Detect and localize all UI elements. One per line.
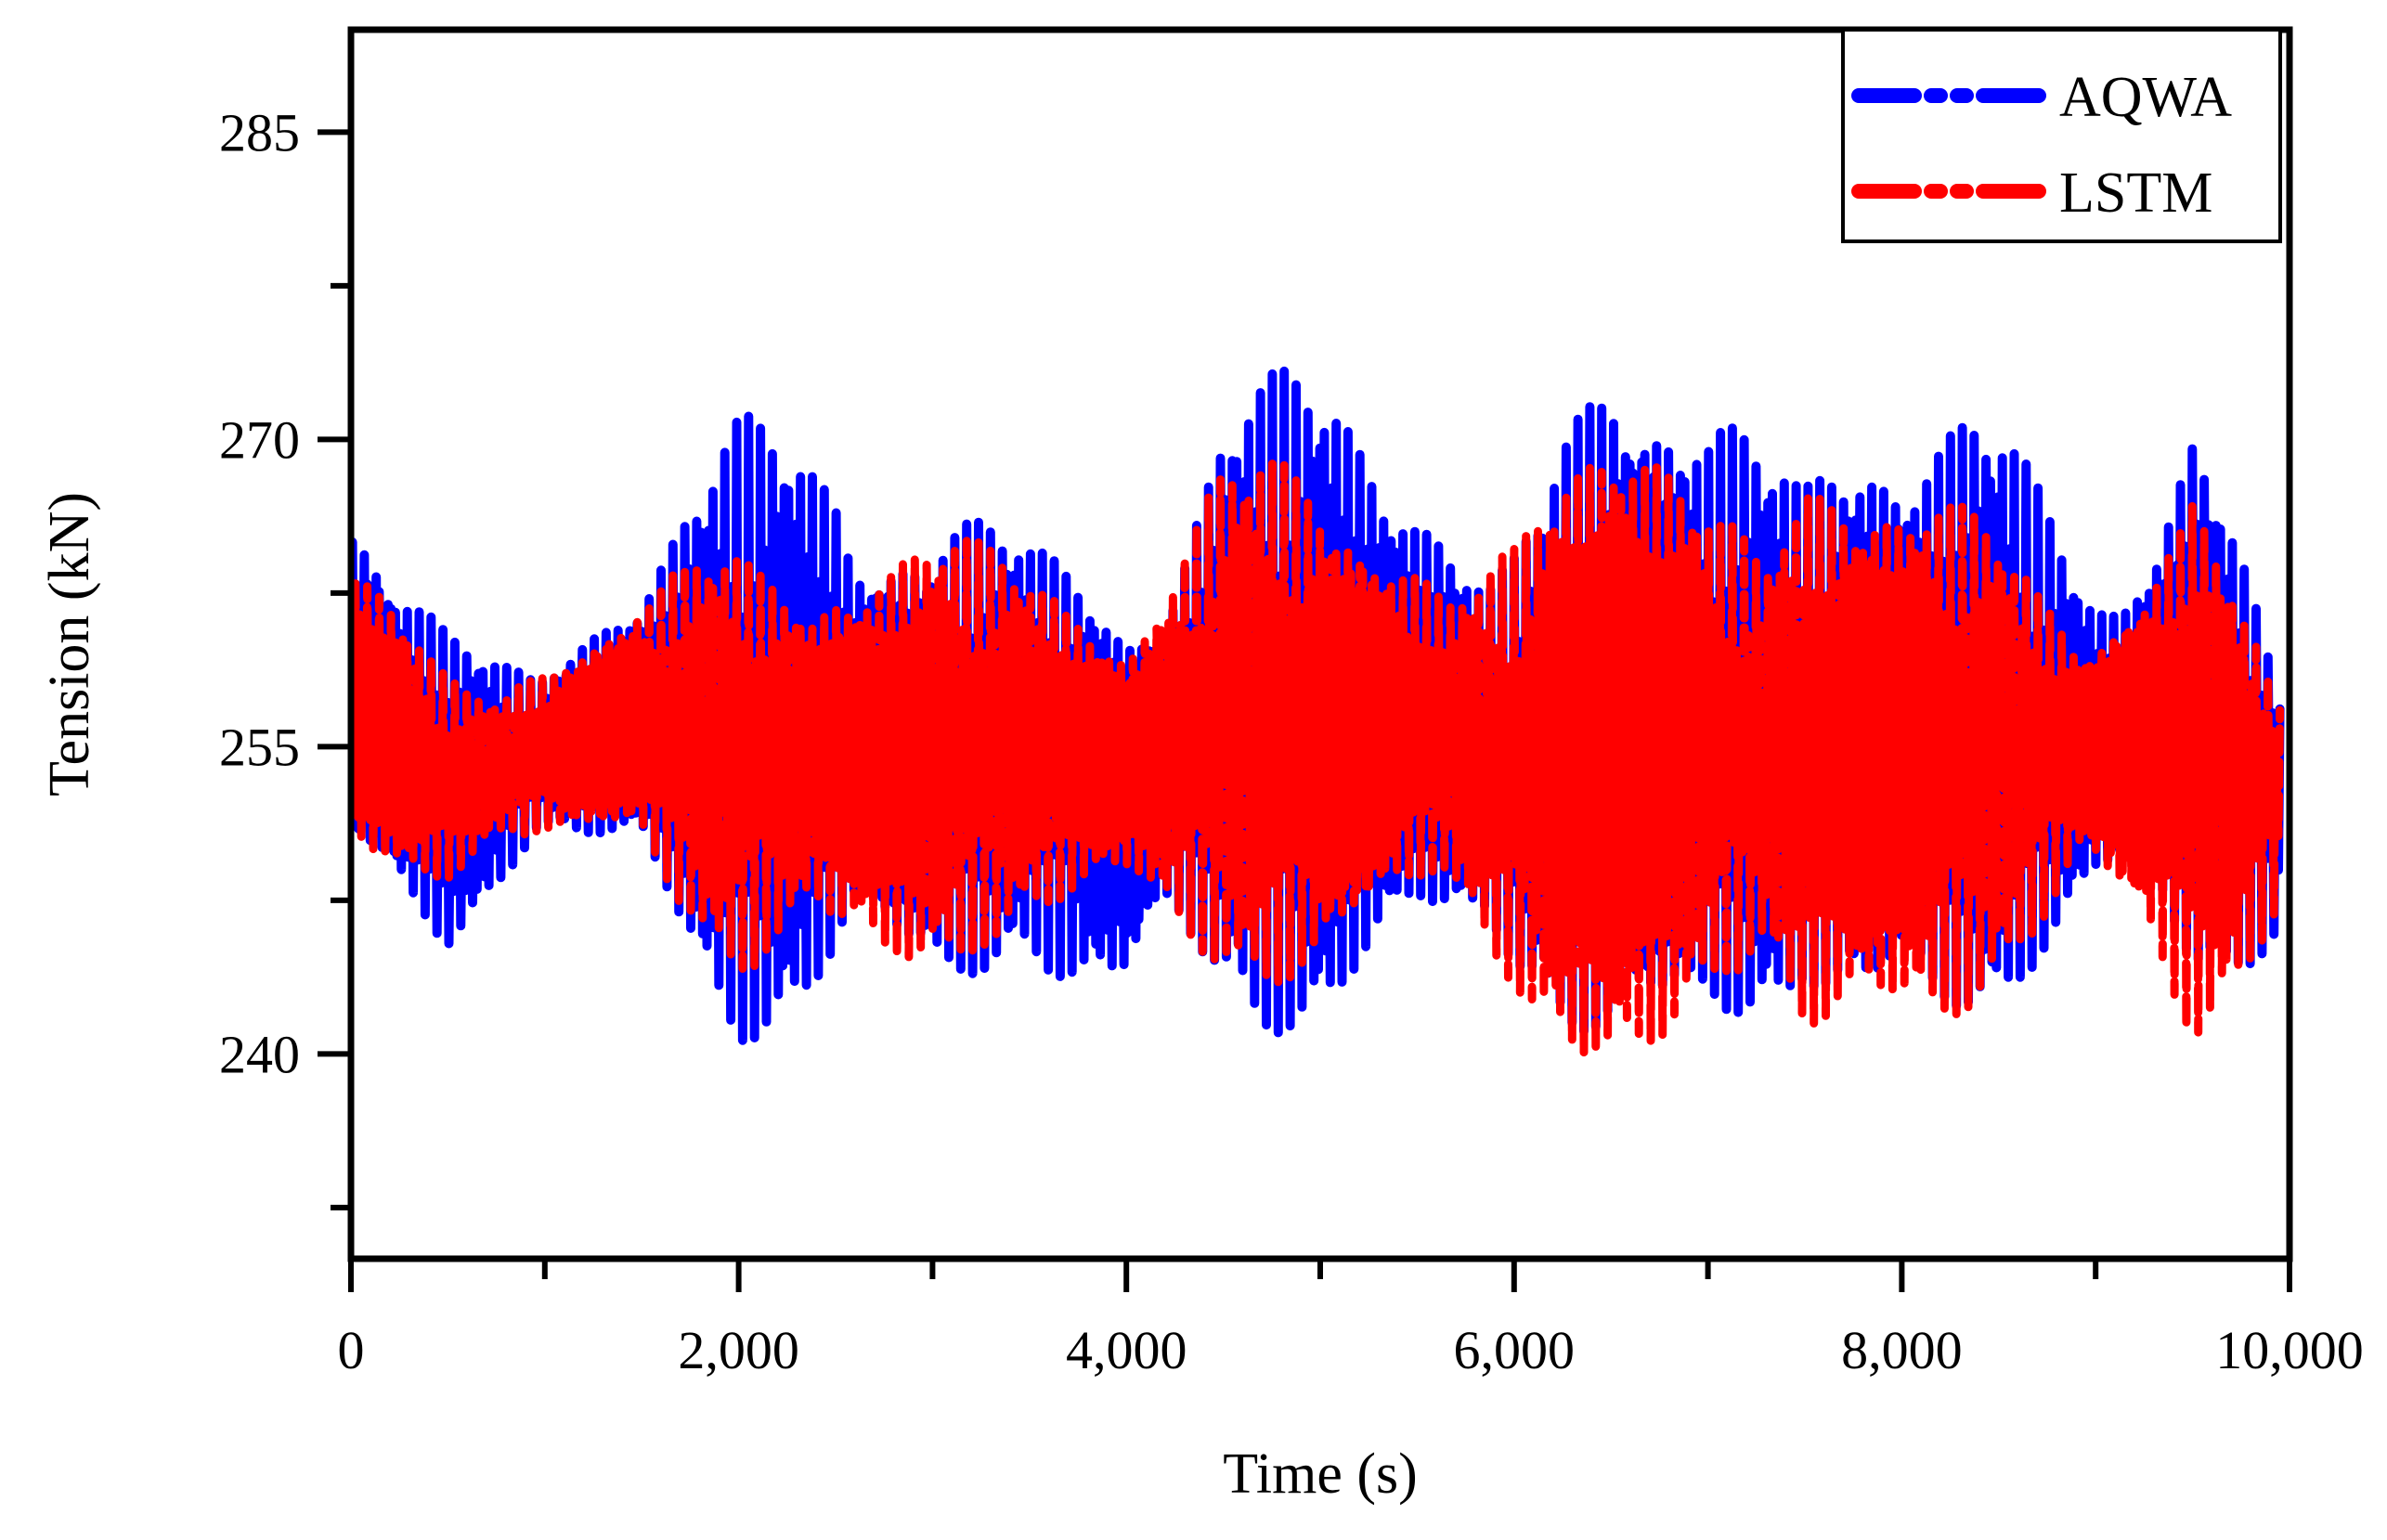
legend-label-aqwa: AQWA: [2059, 66, 2232, 129]
legend-box: [1841, 28, 2282, 243]
legend: AQWA LSTM: [1841, 28, 2282, 243]
y-tick-label: 255: [219, 717, 300, 777]
x-tick-label: 0: [338, 1320, 365, 1380]
y-axis-title: Tension (kN): [38, 492, 101, 796]
x-tick-label: 8,000: [1841, 1320, 1963, 1380]
y-tick-label: 240: [219, 1024, 300, 1084]
legend-label-lstm: LSTM: [2059, 162, 2212, 225]
axis-layer: 0 2,000 4,000 6,000 8,000 10,000 240 255 270 285: [219, 102, 2364, 1380]
x-tick-label: 2,000: [678, 1320, 799, 1380]
x-tick-label: 4,000: [1066, 1320, 1187, 1380]
x-axis-title: Time (s): [1223, 1443, 1418, 1506]
series-line-lstm: [351, 459, 2285, 1057]
series-layer: [351, 366, 2285, 1057]
x-tick-label: 10,000: [2215, 1320, 2364, 1380]
y-tick-label: 285: [219, 102, 300, 162]
x-tick-label: 6,000: [1454, 1320, 1576, 1380]
y-tick-label: 270: [219, 409, 300, 470]
